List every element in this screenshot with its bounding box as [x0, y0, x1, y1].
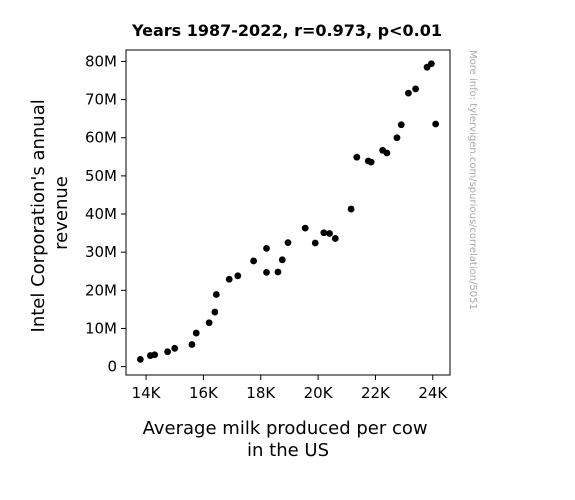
chart-title: Years 1987-2022, r=0.973, p<0.01 — [131, 21, 442, 40]
x-tick-label: 16K — [189, 384, 219, 402]
data-point — [393, 134, 401, 142]
y-axis-label: Intel Corporation's annual revenue — [28, 94, 72, 333]
data-point — [383, 149, 391, 157]
y-tick-label: 10M — [85, 319, 117, 337]
y-tick-label: 70M — [85, 91, 117, 109]
y-axis-label-line-2: revenue — [51, 176, 72, 250]
data-point — [353, 153, 361, 161]
data-point — [367, 158, 375, 166]
data-point — [263, 268, 270, 276]
data-point — [326, 230, 333, 237]
data-point — [427, 60, 435, 68]
data-point — [212, 291, 220, 298]
y-axis-ticks: 0 10M 20M 30M 40M 50M 60M 70M 80M — [85, 52, 126, 376]
y-tick-label: 0 — [107, 358, 117, 376]
data-point — [151, 351, 159, 359]
data-point — [432, 120, 440, 128]
data-point — [225, 275, 233, 283]
data-point — [234, 272, 242, 280]
x-axis-ticks: 14K 16K 18K 20K 22K 24K — [132, 375, 448, 402]
x-axis-label-line-2: in the US — [247, 440, 329, 461]
y-tick-label: 20M — [85, 281, 117, 299]
data-point — [311, 239, 319, 247]
data-point — [284, 239, 292, 247]
data-points — [136, 60, 440, 363]
source-note: More info: tylervigen.com/spurious/corre… — [467, 50, 478, 310]
x-tick-label: 18K — [246, 384, 276, 402]
data-point — [205, 319, 213, 327]
data-point — [136, 355, 144, 363]
x-tick-label: 14K — [132, 384, 162, 402]
data-point — [405, 89, 412, 97]
y-tick-label: 60M — [85, 129, 117, 147]
plot-area — [125, 49, 451, 376]
x-axis-label-line-1: Average milk produced per cow — [143, 418, 428, 439]
y-tick-label: 80M — [85, 52, 117, 70]
data-point — [188, 341, 196, 348]
x-tick-label: 24K — [418, 384, 448, 402]
data-point — [278, 256, 286, 264]
data-point — [274, 268, 282, 276]
data-point — [301, 224, 309, 232]
data-point — [211, 308, 219, 316]
y-tick-label: 30M — [85, 243, 117, 261]
y-tick-label: 50M — [85, 167, 117, 185]
data-point — [320, 229, 328, 237]
data-point — [164, 348, 171, 356]
data-point — [171, 344, 179, 352]
x-tick-label: 22K — [361, 384, 391, 402]
data-point — [263, 244, 270, 252]
data-point — [412, 85, 419, 93]
x-axis-label: Average milk produced per cow in the US — [143, 418, 434, 461]
data-point — [250, 257, 257, 265]
x-tick-label: 20K — [304, 384, 334, 402]
y-tick-label: 40M — [85, 205, 117, 223]
data-point — [192, 329, 200, 337]
data-point — [347, 205, 355, 213]
data-point — [331, 235, 339, 242]
data-point — [397, 121, 405, 129]
y-axis-label-line-1: Intel Corporation's annual — [28, 99, 49, 332]
